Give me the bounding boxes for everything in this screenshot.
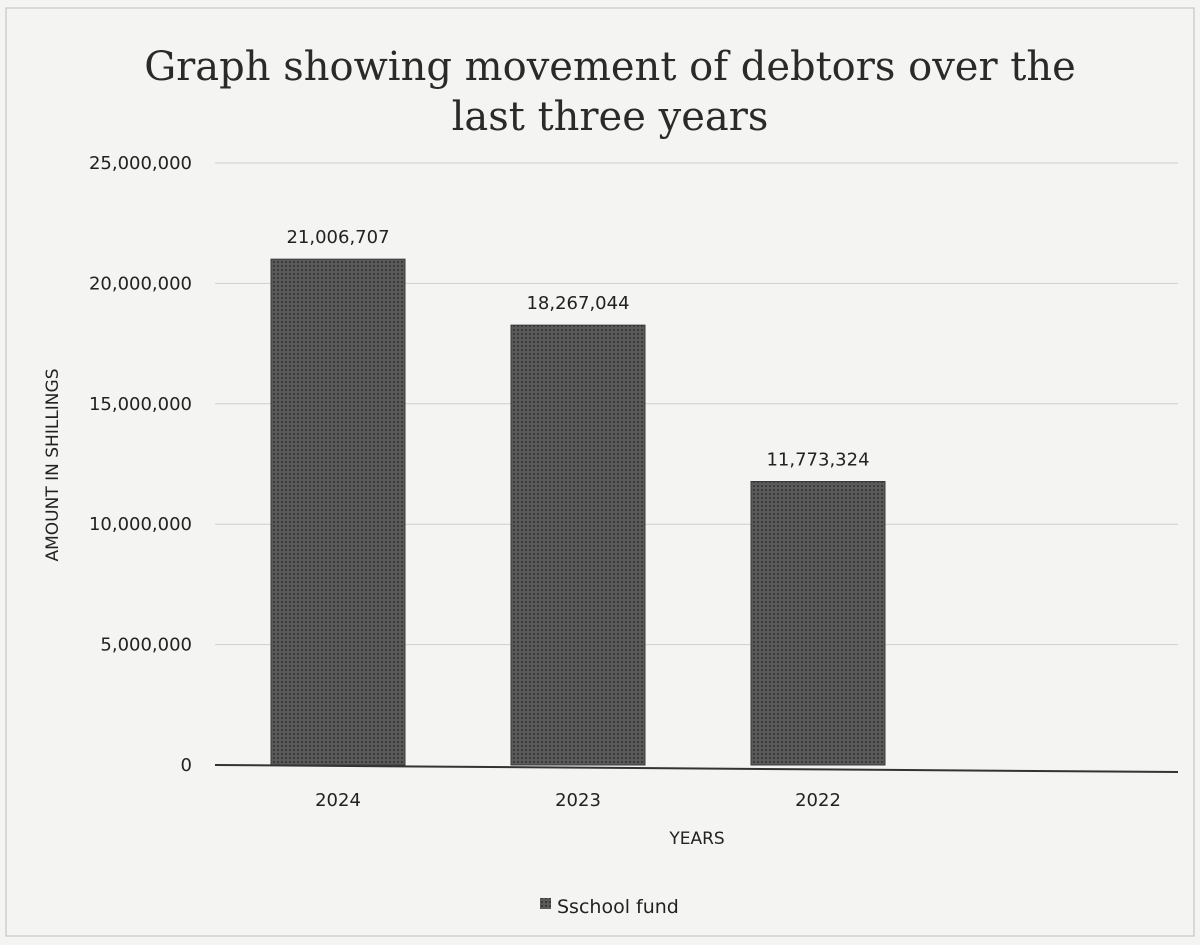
x-axis-line <box>214 764 1179 773</box>
legend-label: Sschool fund <box>557 896 679 918</box>
y-tick-label: 25,000,000 <box>89 153 192 174</box>
bar-2023 <box>510 324 646 766</box>
y-axis-title: AMOUNT IN SHILLINGS <box>43 369 63 562</box>
x-tick-label-2024: 2024 <box>315 790 361 811</box>
y-axis-ticks: 0 5,000,000 10,000,000 15,000,000 20,000,000… <box>89 153 192 776</box>
bars <box>270 258 886 766</box>
data-label-2024: 21,006,707 <box>286 227 389 248</box>
chart-title-line-2: last three years <box>452 94 769 140</box>
data-labels: 21,006,707 18,267,044 11,773,324 <box>286 227 869 470</box>
chart-title-line-1: Graph showing movement of debtors over t… <box>144 44 1076 90</box>
bar-2022 <box>750 480 886 766</box>
x-axis-ticks: 2024 2023 2022 <box>315 790 841 811</box>
bar-2024 <box>270 258 406 766</box>
chart-frame <box>5 7 1195 937</box>
legend: Sschool fund <box>540 896 679 918</box>
legend-swatch <box>540 898 551 909</box>
y-tick-label: 10,000,000 <box>89 514 192 535</box>
y-tick-label: 20,000,000 <box>89 273 192 294</box>
y-tick-label: 0 <box>181 755 192 776</box>
x-tick-label-2022: 2022 <box>795 790 841 811</box>
y-tick-label: 5,000,000 <box>100 635 192 656</box>
x-tick-label-2023: 2023 <box>555 790 601 811</box>
y-tick-label: 15,000,000 <box>89 394 192 415</box>
data-label-2022: 11,773,324 <box>766 449 869 470</box>
x-axis-title: YEARS <box>668 829 724 849</box>
data-label-2023: 18,267,044 <box>526 293 629 314</box>
